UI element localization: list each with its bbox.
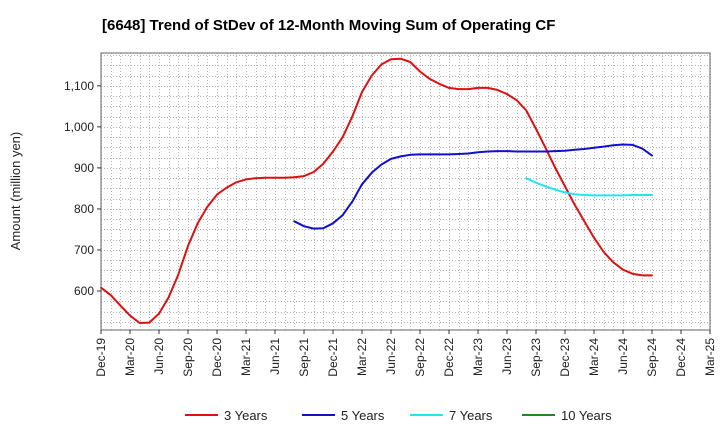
x-axis-ticks: Dec-19 Mar-20 Jun-20 Sep-20 Dec-20 Mar-21 Jun-… — [94, 330, 717, 377]
x-tick-label: Dec-20 — [210, 338, 224, 377]
series-line-7-years — [525, 177, 653, 197]
x-tick-label: Jun-22 — [384, 338, 398, 375]
x-tick-label: Dec-22 — [442, 338, 456, 377]
legend-label-7-years: 7 Years — [449, 408, 493, 423]
x-tick-label: Sep-22 — [413, 338, 427, 377]
legend-label-3-years: 3 Years — [224, 408, 268, 423]
series-line-3-years — [100, 57, 653, 324]
y-tick-label: 1,100 — [64, 79, 94, 93]
y-tick-label: 1,000 — [64, 120, 94, 134]
plot-area — [101, 53, 710, 330]
grid-lines — [101, 53, 711, 330]
plot-frame — [100, 52, 711, 331]
legend: 3 Years 5 Years 7 Years 10 Years — [185, 408, 612, 423]
y-tick-label: 900 — [74, 161, 94, 175]
x-tick-label: Dec-19 — [94, 338, 108, 377]
x-tick-label: Jun-23 — [500, 338, 514, 375]
y-tick-label: 700 — [74, 243, 94, 257]
legend-label-10-years: 10 Years — [561, 408, 612, 423]
y-axis-label: Amount (million yen) — [8, 132, 23, 251]
x-tick-label: Jun-24 — [616, 338, 630, 375]
x-tick-label: Dec-23 — [558, 338, 572, 377]
x-tick-label: Sep-20 — [181, 338, 195, 377]
series-lines — [100, 57, 653, 324]
legend-label-5-years: 5 Years — [341, 408, 385, 423]
x-tick-label: Jun-20 — [152, 338, 166, 375]
x-tick-label: Mar-23 — [471, 338, 485, 376]
y-tick-label: 800 — [74, 202, 94, 216]
x-tick-label: Dec-21 — [326, 338, 340, 377]
y-tick-label: 600 — [74, 284, 94, 298]
chart-title: [6648] Trend of StDev of 12-Month Moving… — [102, 17, 555, 34]
x-tick-label: Mar-20 — [123, 338, 137, 376]
x-tick-label: Mar-25 — [703, 338, 717, 376]
x-tick-label: Sep-21 — [297, 338, 311, 377]
x-tick-label: Jun-21 — [268, 338, 282, 375]
x-tick-label: Sep-23 — [529, 338, 543, 377]
y-axis-ticks: 600 700 800 900 1,000 1,100 — [64, 79, 101, 298]
x-tick-label: Dec-24 — [674, 338, 688, 377]
x-tick-label: Sep-24 — [645, 338, 659, 377]
x-tick-label: Mar-24 — [587, 338, 601, 376]
x-tick-label: Mar-22 — [355, 338, 369, 376]
series-line-5-years — [293, 143, 653, 230]
x-tick-label: Mar-21 — [239, 338, 253, 376]
